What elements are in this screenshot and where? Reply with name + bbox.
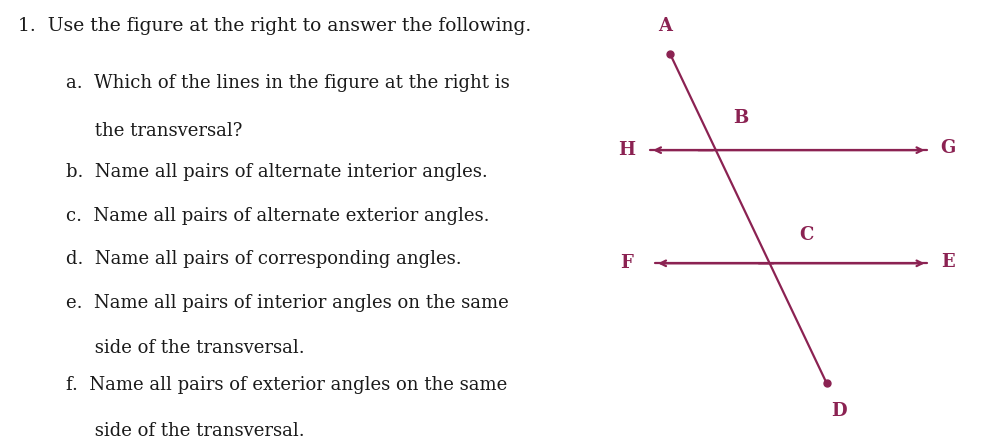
Text: B: B bbox=[733, 109, 749, 127]
Text: f.  Name all pairs of exterior angles on the same: f. Name all pairs of exterior angles on … bbox=[66, 377, 507, 394]
Text: a.  Which of the lines in the figure at the right is: a. Which of the lines in the figure at t… bbox=[66, 74, 509, 92]
Text: side of the transversal.: side of the transversal. bbox=[66, 339, 304, 358]
Text: E: E bbox=[940, 253, 955, 271]
Text: b.  Name all pairs of alternate interior angles.: b. Name all pairs of alternate interior … bbox=[66, 163, 487, 181]
Text: e.  Name all pairs of interior angles on the same: e. Name all pairs of interior angles on … bbox=[66, 294, 508, 312]
Text: d.  Name all pairs of corresponding angles.: d. Name all pairs of corresponding angle… bbox=[66, 250, 461, 268]
Text: F: F bbox=[621, 254, 633, 272]
Text: H: H bbox=[619, 141, 635, 159]
Text: A: A bbox=[658, 17, 672, 35]
Text: side of the transversal.: side of the transversal. bbox=[66, 422, 304, 440]
Text: C: C bbox=[799, 226, 813, 244]
Text: c.  Name all pairs of alternate exterior angles.: c. Name all pairs of alternate exterior … bbox=[66, 207, 489, 225]
Text: 1.  Use the figure at the right to answer the following.: 1. Use the figure at the right to answer… bbox=[18, 17, 531, 35]
Text: G: G bbox=[939, 139, 956, 157]
Text: D: D bbox=[831, 402, 847, 420]
Text: the transversal?: the transversal? bbox=[66, 122, 242, 140]
